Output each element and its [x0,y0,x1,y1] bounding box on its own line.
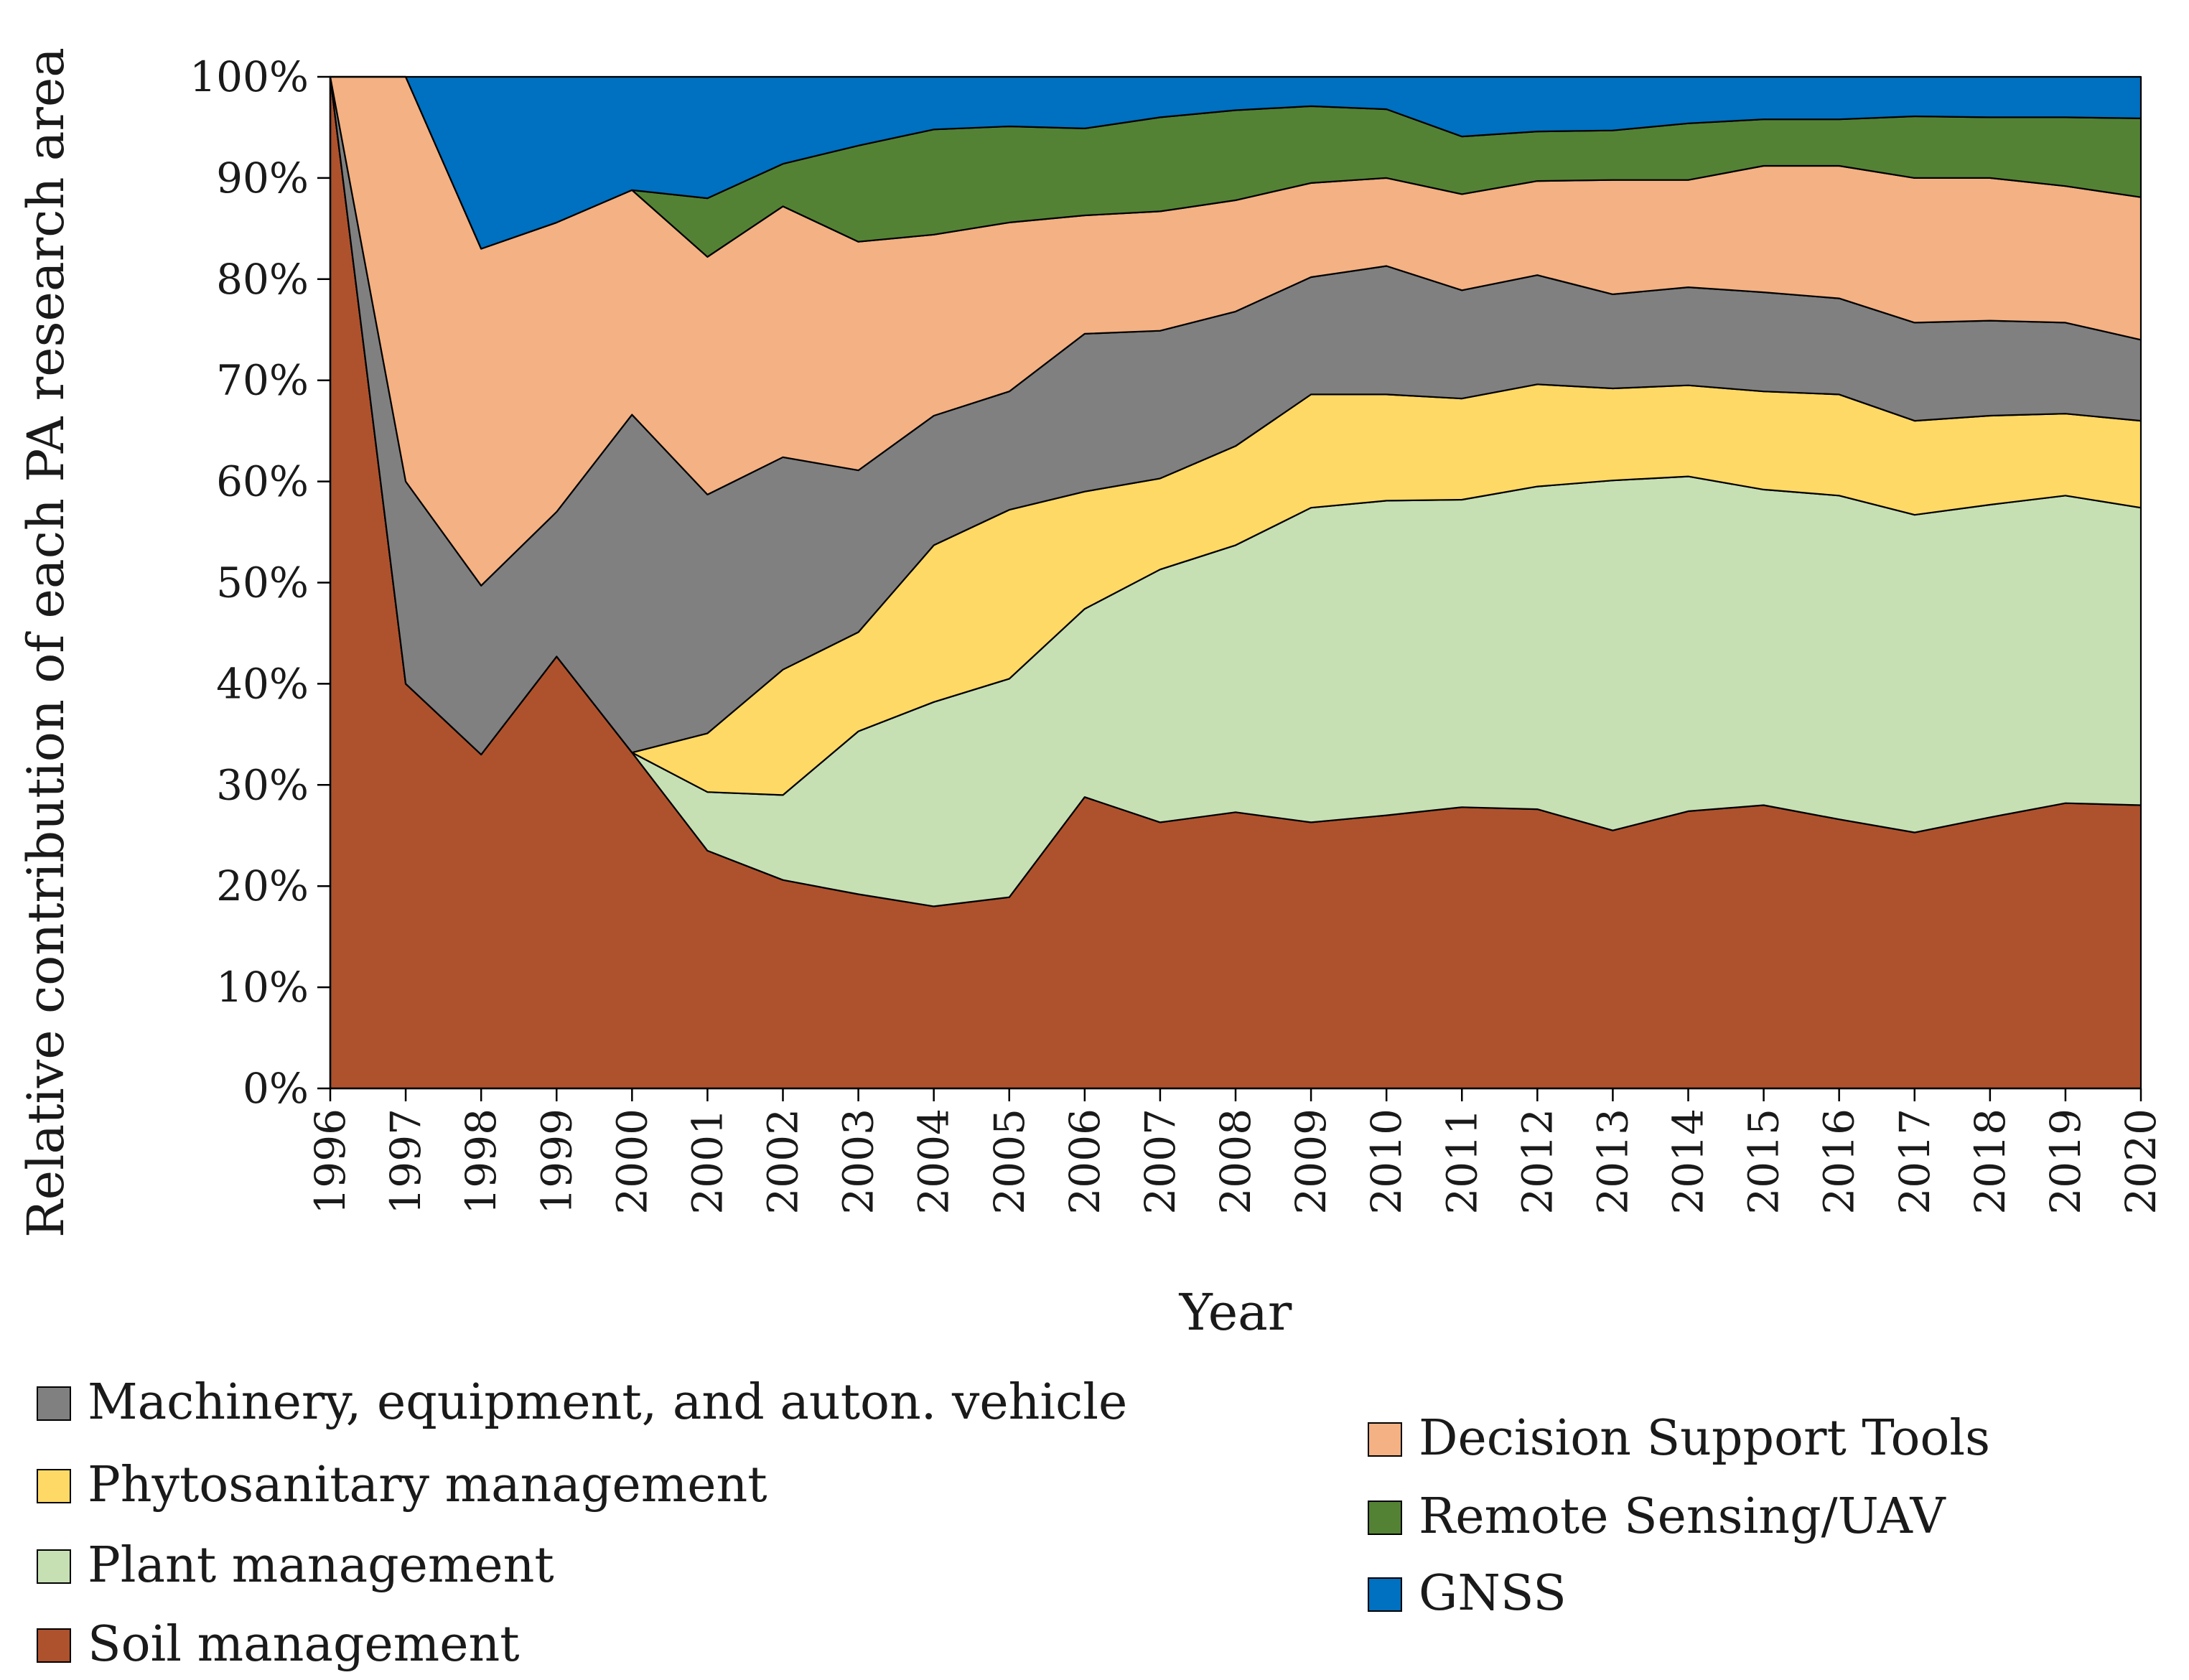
legend-label: Decision Support Tools [1419,1410,1990,1467]
x-tick-label: 1996 [306,1109,355,1215]
legend-item-machinery-equipment-and-auton-vehicle: Machinery, equipment, and auton. vehicle [37,1374,1127,1431]
legend-swatch [1368,1422,1402,1457]
x-tick-label: 2006 [1060,1109,1109,1215]
x-tick-label: 2003 [834,1109,883,1215]
x-tick-label: 2012 [1513,1109,1562,1215]
x-tick-label: 2011 [1437,1109,1486,1215]
legend-item-remote-sensing-uav: Remote Sensing/UAV [1368,1488,1946,1545]
legend-item-phytosanitary-management: Phytosanitary management [37,1457,767,1513]
y-tick-label: 30% [216,760,309,809]
x-tick-label: 2009 [1287,1109,1335,1215]
legend-item-soil-management: Soil management [37,1616,520,1673]
y-tick-label: 60% [216,457,309,506]
y-tick-label: 10% [216,963,309,1012]
x-tick-label: 2018 [1966,1109,2015,1215]
x-tick-label: 2016 [1815,1109,1864,1215]
legend-swatch [1368,1501,1402,1535]
x-tick-label: 2001 [683,1109,732,1215]
y-tick-label: 50% [216,559,309,607]
y-tick-label: 40% [216,659,309,708]
area-gnss [329,75,2142,250]
legend-label: Remote Sensing/UAV [1419,1488,1946,1545]
y-tick-label: 0% [243,1064,309,1113]
legend-label: Phytosanitary management [88,1457,767,1513]
y-tick-label: 20% [216,862,309,910]
x-tick-label: 1997 [381,1109,430,1215]
x-axis-title: Year [1179,1283,1292,1342]
legend-swatch [37,1386,71,1421]
x-tick-label: 2010 [1362,1109,1411,1215]
x-tick-label: 2007 [1136,1109,1185,1215]
legend-item-gnss: GNSS [1368,1565,1567,1622]
legend-label: GNSS [1419,1565,1567,1622]
legend-swatch [1368,1577,1402,1612]
x-tick-label: 2013 [1588,1109,1637,1215]
x-tick-label: 2014 [1664,1109,1713,1215]
x-tick-label: 2020 [2116,1109,2165,1215]
y-tick-label: 80% [216,255,309,304]
legend-label: Plant management [88,1537,554,1594]
x-tick-label: 2000 [607,1109,656,1215]
x-tick-label: 2008 [1211,1109,1260,1215]
legend-item-decision-support-tools: Decision Support Tools [1368,1410,1990,1467]
y-tick-label: 70% [216,356,309,405]
legend-label: Machinery, equipment, and auton. vehicle [88,1374,1127,1431]
x-tick-label: 2019 [2041,1109,2090,1215]
legend: Machinery, equipment, and auton. vehicle… [37,1374,1990,1673]
legend-swatch [37,1549,71,1584]
x-tick-label: 2015 [1740,1109,1788,1215]
x-tick-label: 1999 [532,1109,581,1215]
x-tick-label: 2004 [910,1109,958,1215]
legend-swatch [37,1469,71,1503]
x-tick-label: 2017 [1890,1109,1939,1215]
x-tick-label: 2002 [759,1109,808,1215]
x-tick-label: 1998 [457,1109,505,1215]
axes-layer: 0% 10% 20% 30% 40% 50% 60% 70% 80% 90% 100% 1996 199… [190,52,2165,1215]
legend-label: Soil management [88,1616,520,1673]
legend-item-plant-management: Plant management [37,1537,554,1594]
x-tick-label: 2005 [985,1109,1034,1215]
y-tick-label: 90% [216,154,309,202]
legend-swatch [37,1628,71,1663]
area-layer [329,75,2142,1090]
y-tick-label: 100% [190,52,309,101]
y-axis-title: Relative contribution of each PA researc… [17,47,75,1238]
